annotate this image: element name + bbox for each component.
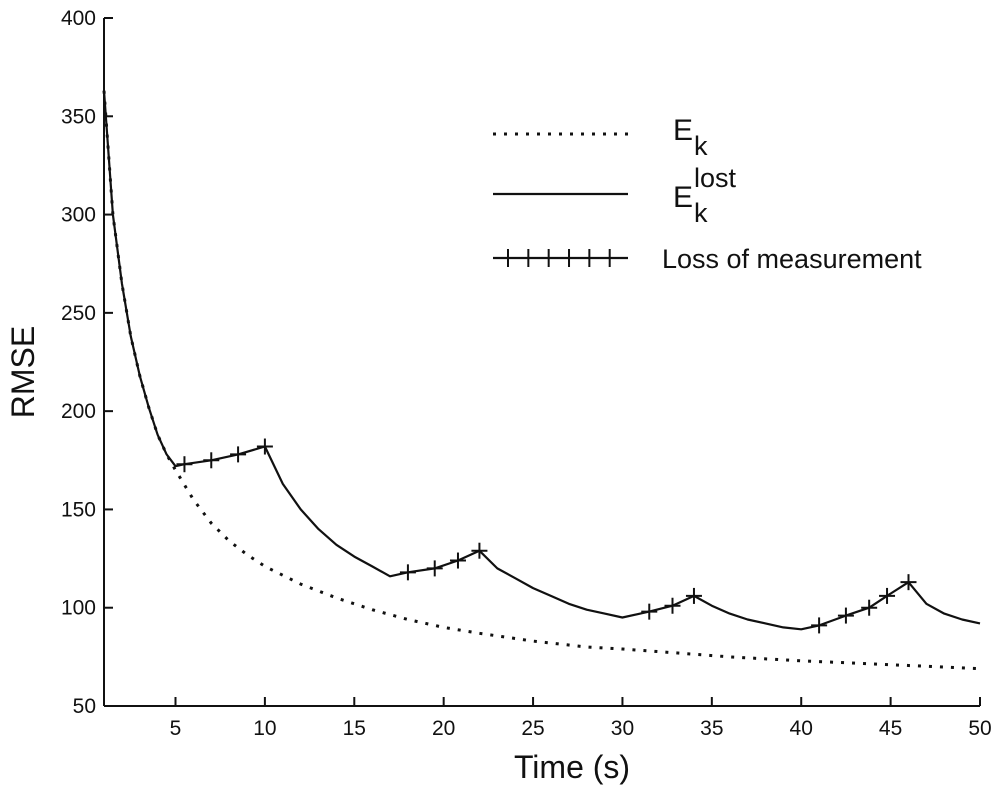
loss-marker xyxy=(685,587,702,604)
x-tick-label-15: 15 xyxy=(343,717,366,740)
axes xyxy=(103,18,980,707)
loss-marker xyxy=(900,574,917,591)
x-tick-label-45: 45 xyxy=(879,717,902,740)
legend-item-loss: Loss of measurement xyxy=(493,244,922,274)
x-tick-label-5: 5 xyxy=(170,717,182,740)
y-tick-label-200: 200 xyxy=(61,400,96,423)
x-tick-label-35: 35 xyxy=(700,717,723,740)
legend-label-ek-main: E xyxy=(673,114,693,147)
legend-loss-marker xyxy=(580,249,599,267)
legend-loss-marker xyxy=(519,249,538,267)
x-tick-label-10: 10 xyxy=(253,717,276,740)
legend-item-ek: E k xyxy=(493,114,708,161)
legend-label-ek-lost-main: E xyxy=(673,181,693,214)
legend-loss-marker xyxy=(560,249,579,267)
loss-marker xyxy=(203,452,220,469)
loss-marker xyxy=(449,552,466,569)
legend-loss-marker xyxy=(600,249,619,267)
series-ek-line xyxy=(102,90,981,671)
x-tick-label-30: 30 xyxy=(611,717,634,740)
loss-marker xyxy=(471,542,488,559)
loss-marker xyxy=(811,617,828,634)
y-tick-label-400: 400 xyxy=(61,7,96,30)
loss-marker xyxy=(837,607,854,624)
legend: E k E k lost Loss of measurement xyxy=(493,114,922,274)
y-tick-label-350: 350 xyxy=(61,105,96,128)
loss-marker xyxy=(256,438,273,455)
x-tick-label-25: 25 xyxy=(521,717,544,740)
loss-marker xyxy=(641,603,658,620)
x-tick-label-40: 40 xyxy=(790,717,813,740)
y-tick-label-250: 250 xyxy=(61,302,96,325)
y-ticks: 50 100 150 200 250 300 350 400 xyxy=(61,7,113,718)
legend-label-loss: Loss of measurement xyxy=(662,244,922,274)
legend-label-ek-lost-superscript: lost xyxy=(694,163,737,193)
loss-marker xyxy=(426,560,443,577)
series-ek-lost-line xyxy=(102,90,981,631)
loss-marker xyxy=(230,446,247,463)
series-loss-markers xyxy=(176,438,917,634)
legend-label-ek-subscript: k xyxy=(694,131,708,161)
loss-marker xyxy=(399,564,416,581)
y-tick-label-150: 150 xyxy=(61,498,96,521)
y-axis-title: RMSE xyxy=(5,326,41,418)
legend-loss-marker xyxy=(499,249,517,267)
y-tick-label-50: 50 xyxy=(73,695,96,718)
y-tick-label-300: 300 xyxy=(61,204,96,227)
legend-item-ek-lost: E k lost xyxy=(493,163,737,228)
loss-marker xyxy=(176,456,193,473)
x-axis-title: Time (s) xyxy=(514,749,630,785)
y-tick-label-100: 100 xyxy=(61,597,96,620)
legend-loss-marker xyxy=(539,249,558,267)
plot-series xyxy=(102,90,981,671)
loss-marker xyxy=(879,587,896,604)
loss-marker xyxy=(664,597,681,614)
legend-label-ek-lost-subscript: k xyxy=(694,198,708,228)
x-ticks: 5 10 15 20 25 30 35 40 45 50 xyxy=(170,697,992,740)
loss-marker xyxy=(861,599,878,616)
x-tick-label-20: 20 xyxy=(432,717,455,740)
x-tick-label-50: 50 xyxy=(968,717,991,740)
